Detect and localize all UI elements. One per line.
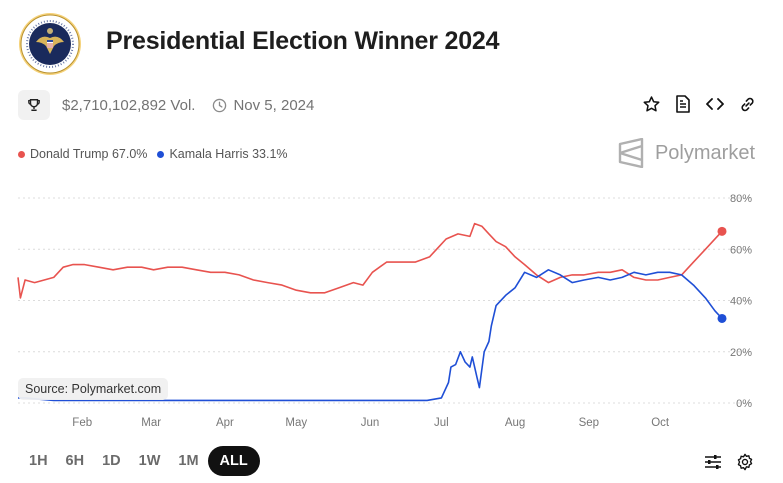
- y-tick-label: 60%: [730, 244, 752, 256]
- gear-icon: [737, 453, 753, 471]
- link-icon: [740, 97, 754, 111]
- star-icon: [643, 95, 659, 112]
- chart-legend: Donald Trump 67.0% Kamala Harris 33.1%: [18, 147, 298, 161]
- x-tick-label: Feb: [72, 417, 92, 429]
- trophy-button[interactable]: [18, 90, 50, 120]
- y-tick-label: 20%: [730, 347, 752, 359]
- bookmark-button[interactable]: [641, 94, 661, 114]
- x-tick-label: Jul: [434, 417, 449, 429]
- sliders-icon: [705, 455, 721, 469]
- market-actions: [641, 94, 757, 114]
- series-line-kamala-harris: [18, 269, 723, 402]
- y-tick-label: 80%: [730, 193, 752, 205]
- legend-label-harris: Kamala Harris 33.1%: [169, 147, 288, 161]
- source-label: Source: Polymarket.com: [18, 378, 169, 400]
- range-button-1w[interactable]: 1W: [138, 453, 161, 469]
- x-tick-label: Apr: [216, 417, 234, 429]
- legend-dot-trump: [18, 150, 25, 158]
- legend-item-trump[interactable]: Donald Trump 67.0%: [18, 147, 147, 161]
- range-button-1m[interactable]: 1M: [178, 453, 199, 469]
- x-tick-label: Jun: [361, 417, 380, 429]
- trophy-icon: [28, 99, 40, 111]
- y-tick-label: 0%: [736, 398, 752, 410]
- series-end-point-donald-trump: [717, 226, 727, 236]
- chart-settings-button[interactable]: [735, 452, 755, 472]
- end-date: Nov 5, 2024: [212, 97, 314, 114]
- market-meta: $2,710,102,892 Vol. Nov 5, 2024: [18, 90, 314, 120]
- end-date-label: Nov 5, 2024: [233, 96, 315, 114]
- y-tick-label: 40%: [730, 296, 752, 308]
- polymarket-logo-icon: [618, 138, 644, 168]
- series-line-donald-trump: [17, 222, 723, 299]
- volume-label: $2,710,102,892 Vol.: [62, 96, 196, 114]
- series-end-point-kamala-harris: [717, 313, 727, 323]
- copy-link-button[interactable]: [737, 94, 757, 114]
- x-tick-label: Aug: [505, 417, 525, 429]
- polymarket-watermark: Polymarket: [617, 138, 755, 168]
- code-icon: [706, 98, 724, 110]
- legend-label-trump: Donald Trump 67.0%: [30, 147, 148, 161]
- range-button-6h[interactable]: 6H: [65, 453, 85, 469]
- page-title: Presidential Election Winner 2024: [106, 27, 500, 55]
- time-range-selector: 1H 6H 1D 1W 1M ALL: [20, 446, 260, 476]
- brand-name: Polymarket: [654, 141, 755, 164]
- presidential-seal-icon: [18, 12, 82, 76]
- range-button-1h[interactable]: 1H: [29, 453, 48, 469]
- x-tick-label: Sep: [579, 417, 599, 429]
- x-tick-label: May: [285, 417, 307, 429]
- document-icon: [676, 95, 690, 113]
- range-button-1d[interactable]: 1D: [102, 453, 121, 469]
- filter-settings-button[interactable]: [703, 452, 723, 472]
- legend-item-harris[interactable]: Kamala Harris 33.1%: [157, 147, 288, 161]
- price-history-chart[interactable]: 80% 60% 40% 20% 0% Feb Mar Apr May Jun Jul Aug Sep O…: [0, 186, 783, 436]
- legend-dot-harris: [157, 150, 165, 158]
- range-button-all[interactable]: ALL: [207, 446, 260, 476]
- x-tick-label: Oct: [651, 417, 670, 429]
- clock-icon: [213, 98, 227, 112]
- document-button[interactable]: [673, 94, 693, 114]
- chart-tools: [703, 452, 755, 472]
- x-tick-label: Mar: [141, 417, 161, 429]
- embed-button[interactable]: [705, 94, 725, 114]
